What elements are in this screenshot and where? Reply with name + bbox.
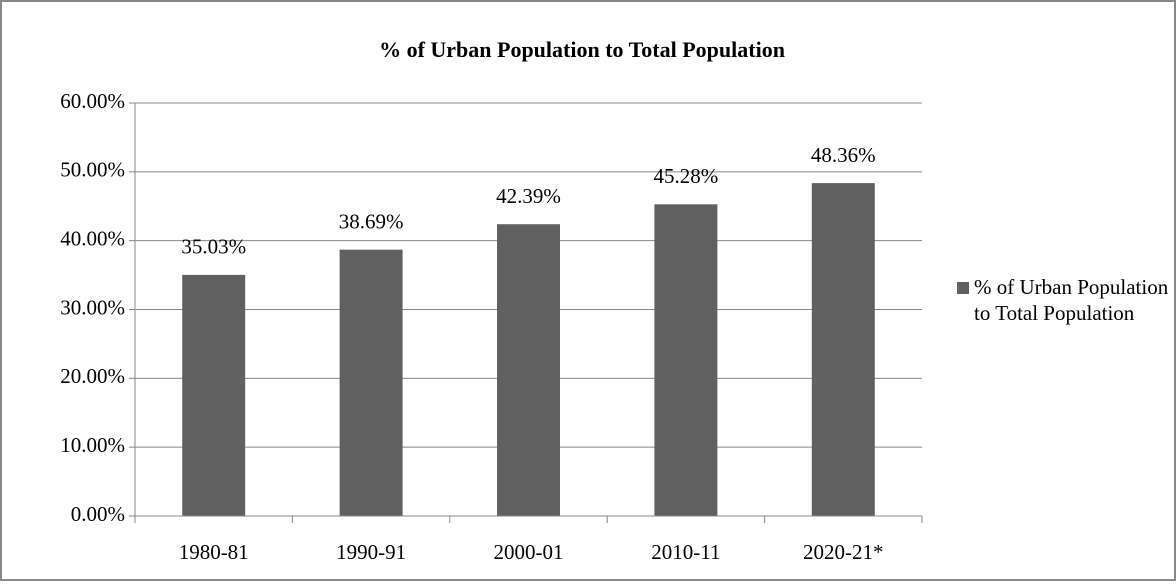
value-label: 48.36% (811, 143, 876, 167)
legend-swatch (957, 282, 969, 294)
y-tick-label: 40.00% (60, 226, 125, 250)
bar (654, 204, 718, 516)
y-tick-label: 10.00% (60, 433, 125, 457)
x-tick-label: 1980-81 (179, 540, 249, 564)
y-tick-label: 20.00% (60, 364, 125, 388)
legend-label: % of Urban Population to Total Populatio… (974, 275, 1169, 325)
value-label: 42.39% (496, 184, 561, 208)
y-tick-label: 50.00% (60, 158, 125, 182)
bar (182, 274, 246, 516)
x-tick-label: 2020-21* (803, 540, 884, 564)
value-label: 38.69% (339, 209, 404, 233)
value-label: 35.03% (181, 235, 246, 259)
x-tick-label: 2010-11 (651, 540, 720, 564)
bar (497, 224, 560, 516)
y-tick-label: 60.00% (60, 89, 125, 113)
x-tick-label: 1990-91 (336, 540, 406, 564)
x-tick-label: 2000-01 (494, 540, 564, 564)
y-tick-label: 30.00% (60, 295, 125, 319)
y-tick-label: 0.00% (71, 502, 125, 526)
bar (339, 249, 403, 516)
value-label: 45.28% (654, 164, 719, 188)
bar (811, 183, 875, 516)
chart-title: % of Urban Population to Total Populatio… (379, 37, 785, 62)
